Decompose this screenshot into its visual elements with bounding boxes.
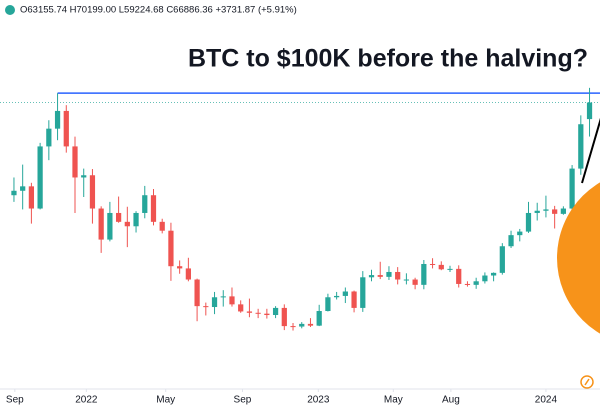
candle-body (255, 312, 261, 314)
candle-body (517, 231, 523, 236)
candle-body (534, 210, 540, 213)
x-tick-label: May (384, 395, 403, 406)
candle-body (54, 110, 61, 129)
candle-body (290, 326, 296, 328)
candle-body (508, 235, 514, 247)
candle-body (325, 297, 331, 312)
replay-hand[interactable] (584, 378, 590, 386)
candle-body (482, 275, 488, 282)
candle-body (429, 263, 436, 265)
candle-body (63, 110, 69, 147)
candle-body (360, 277, 366, 308)
x-tick-label: May (156, 395, 175, 406)
candle-body (525, 212, 532, 232)
candle-body (238, 304, 244, 312)
candle-body (299, 323, 305, 327)
candle-body (142, 195, 148, 213)
candle-body (124, 221, 130, 227)
candle-body (220, 296, 226, 298)
candle-body (334, 295, 340, 298)
candle-body (586, 102, 593, 120)
candle-body (368, 275, 375, 278)
candle-body (89, 175, 96, 209)
candle-body (211, 297, 218, 308)
candle-body (46, 128, 52, 147)
candle-body (98, 208, 104, 240)
candle-body (133, 212, 139, 227)
candle-body (473, 281, 479, 285)
candle-body (578, 124, 584, 169)
candle-body (81, 175, 87, 178)
chart-title: BTC to $100K before the halving? (188, 45, 588, 73)
candle-body (316, 311, 322, 326)
candle-body (464, 283, 471, 285)
candle-body (115, 212, 122, 222)
candle-body (246, 311, 253, 313)
candle-body (403, 279, 410, 281)
candle-body (569, 168, 575, 209)
x-tick-label: Aug (442, 395, 460, 406)
candle-body (386, 271, 392, 277)
candle-body (37, 146, 43, 209)
candle-body (159, 221, 165, 231)
plot-area (0, 87, 600, 331)
x-tick-label: Sep (6, 395, 24, 406)
candle-body (543, 209, 549, 211)
candle-body (560, 208, 566, 214)
ohlc-header: O63155.74 H70199.00 L59224.68 C66886.36 … (20, 5, 297, 16)
candle-body (421, 263, 427, 285)
x-tick-label: Sep (234, 395, 252, 406)
x-tick-label: 2023 (307, 395, 330, 406)
candle-body (456, 268, 462, 284)
candle-body (194, 279, 200, 307)
candle-body (177, 266, 183, 269)
candle-body (412, 279, 418, 285)
candle-body (20, 186, 26, 191)
candle-body (307, 323, 314, 326)
candle-body (229, 296, 235, 305)
candle-body (203, 306, 209, 308)
candle-body (107, 212, 113, 240)
candle-body (490, 272, 497, 276)
status-icon (5, 5, 15, 15)
orange-circle (557, 182, 600, 334)
candle-body (264, 313, 270, 316)
candle-body (150, 195, 157, 222)
candle-body (281, 307, 287, 327)
x-tick-label: 2024 (535, 395, 558, 406)
candle-body (552, 209, 558, 214)
candle-body (168, 230, 174, 267)
replay-circle[interactable] (580, 375, 594, 389)
candle-body (499, 246, 505, 273)
candle-body (377, 275, 383, 277)
candle-body (447, 268, 453, 270)
candle-body (28, 186, 35, 209)
candle-body (342, 291, 348, 296)
x-tick-label: 2022 (75, 395, 98, 406)
candle-body (185, 268, 191, 280)
candle-body (272, 307, 279, 316)
candle-body (351, 291, 357, 308)
candle-body (72, 146, 78, 178)
candle-body (438, 264, 444, 270)
replay-icon[interactable] (580, 375, 594, 389)
candle-body (395, 271, 401, 280)
arrow-line (581, 117, 600, 184)
candle-body (11, 190, 17, 196)
